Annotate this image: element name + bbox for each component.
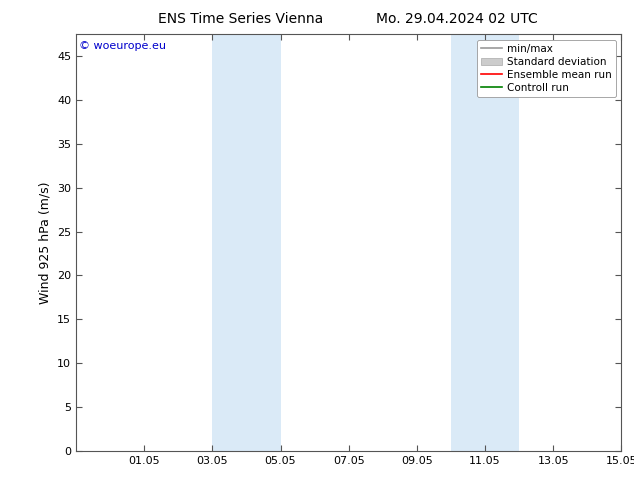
Y-axis label: Wind 925 hPa (m/s): Wind 925 hPa (m/s) xyxy=(39,181,51,304)
Bar xyxy=(451,34,519,451)
Bar xyxy=(212,34,280,451)
Text: Mo. 29.04.2024 02 UTC: Mo. 29.04.2024 02 UTC xyxy=(375,12,538,26)
Text: ENS Time Series Vienna: ENS Time Series Vienna xyxy=(158,12,323,26)
Text: © woeurope.eu: © woeurope.eu xyxy=(79,41,166,50)
Legend: min/max, Standard deviation, Ensemble mean run, Controll run: min/max, Standard deviation, Ensemble me… xyxy=(477,40,616,97)
